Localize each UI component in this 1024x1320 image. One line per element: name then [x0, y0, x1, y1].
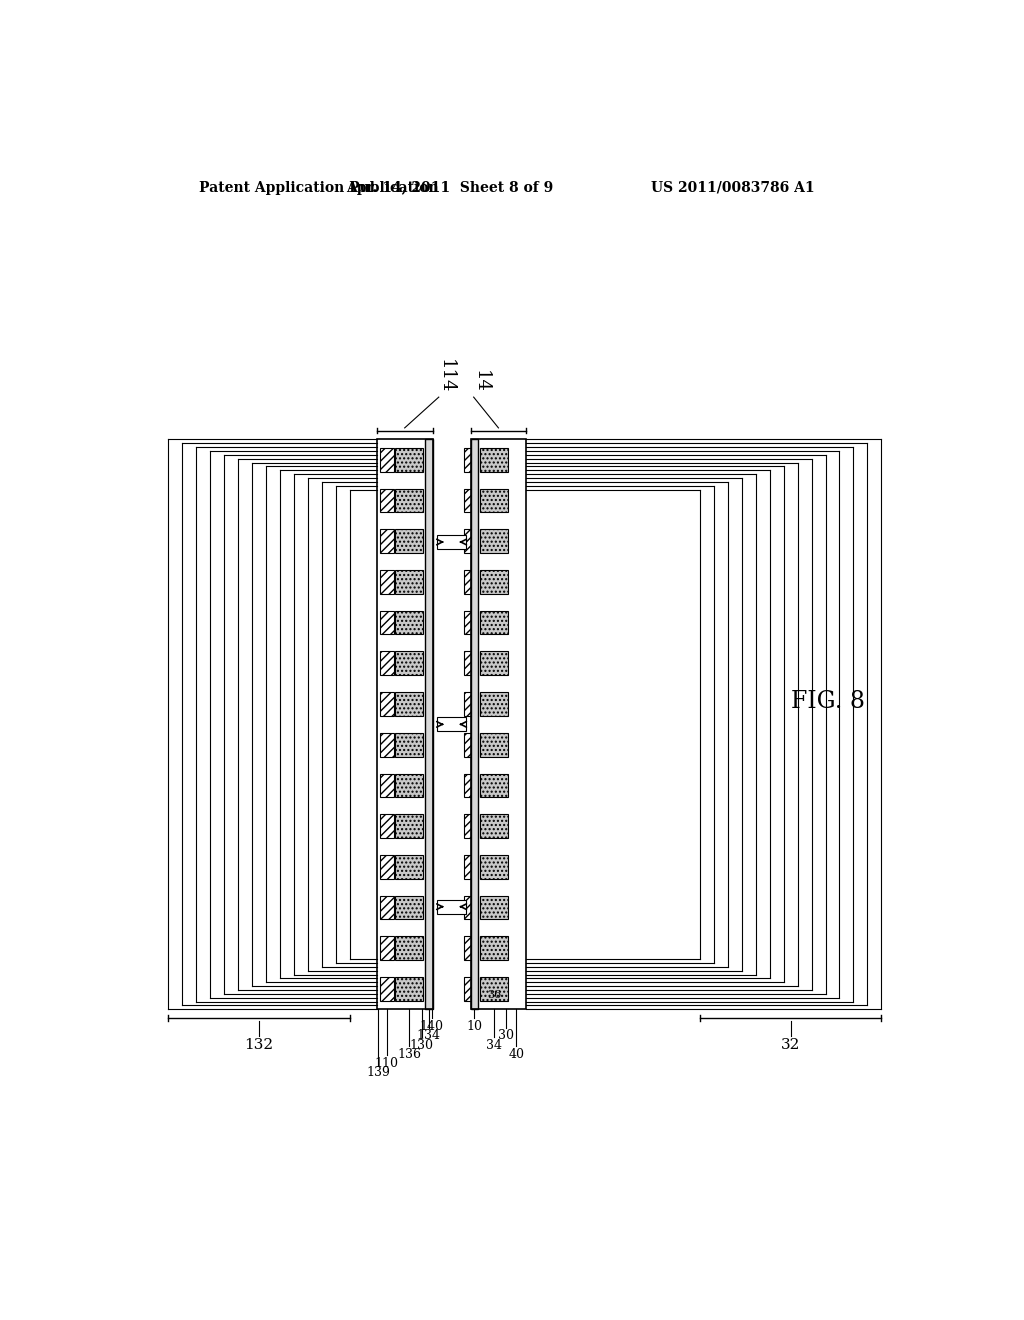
Bar [471, 440, 526, 1010]
Text: 136: 136 [397, 1048, 421, 1061]
Bar [464, 733, 478, 756]
Bar [464, 447, 478, 471]
Bar [395, 774, 423, 797]
Bar [395, 488, 423, 512]
Bar [480, 611, 508, 635]
Bar [480, 447, 508, 471]
Bar [395, 652, 423, 675]
Text: 140: 140 [420, 1020, 443, 1034]
Bar [380, 774, 394, 797]
Bar [480, 774, 508, 797]
Text: 40: 40 [508, 1048, 524, 1061]
Bar [380, 896, 394, 919]
Bar [380, 936, 394, 960]
Bar [471, 440, 478, 1010]
Text: Patent Application Publication: Patent Application Publication [200, 181, 439, 194]
Bar [480, 936, 508, 960]
Text: 130: 130 [410, 1039, 434, 1052]
Bar [464, 977, 478, 1001]
Bar [395, 977, 423, 1001]
Bar [480, 896, 508, 919]
Bar [380, 733, 394, 756]
Bar [380, 611, 394, 635]
Bar [395, 611, 423, 635]
Bar [395, 447, 423, 471]
Bar [464, 570, 478, 594]
Text: 110: 110 [375, 1057, 399, 1071]
Bar [480, 529, 508, 553]
Bar [395, 855, 423, 879]
Bar [380, 652, 394, 675]
Bar [480, 570, 508, 594]
Bar [380, 855, 394, 879]
Text: 10: 10 [466, 1020, 482, 1034]
Bar [437, 900, 466, 913]
Bar [437, 718, 466, 731]
Text: 14: 14 [472, 371, 490, 393]
Bar [395, 733, 423, 756]
Text: FIG. 8: FIG. 8 [791, 690, 864, 713]
Text: 34: 34 [485, 1039, 502, 1052]
Bar [377, 440, 432, 1010]
Bar [380, 529, 394, 553]
Bar [480, 977, 508, 1001]
Text: 132: 132 [245, 1038, 273, 1052]
Text: 32: 32 [781, 1038, 801, 1052]
Bar [425, 440, 432, 1010]
Bar [395, 814, 423, 838]
Bar [380, 570, 394, 594]
Bar [395, 936, 423, 960]
Bar [464, 652, 478, 675]
Bar [480, 652, 508, 675]
Bar [464, 896, 478, 919]
Bar [380, 447, 394, 471]
Bar [480, 814, 508, 838]
Text: 36: 36 [486, 990, 501, 1001]
Bar [480, 855, 508, 879]
Bar [380, 814, 394, 838]
Bar [380, 977, 394, 1001]
Bar [395, 896, 423, 919]
Text: 134: 134 [417, 1030, 440, 1043]
Text: 30: 30 [499, 1030, 514, 1043]
Text: Apr. 14, 2011  Sheet 8 of 9: Apr. 14, 2011 Sheet 8 of 9 [346, 181, 553, 194]
Bar [464, 814, 478, 838]
Bar [464, 855, 478, 879]
Bar [464, 936, 478, 960]
Bar [480, 488, 508, 512]
Bar [480, 733, 508, 756]
Bar [464, 488, 478, 512]
Text: 114: 114 [437, 359, 456, 393]
Bar [464, 774, 478, 797]
Bar [437, 535, 466, 549]
Bar [395, 529, 423, 553]
Bar [464, 692, 478, 715]
Bar [464, 529, 478, 553]
Bar [380, 488, 394, 512]
Bar [395, 570, 423, 594]
Bar [480, 692, 508, 715]
Bar [395, 692, 423, 715]
Bar [380, 692, 394, 715]
Bar [464, 611, 478, 635]
Text: 139: 139 [367, 1067, 390, 1080]
Text: US 2011/0083786 A1: US 2011/0083786 A1 [650, 181, 814, 194]
